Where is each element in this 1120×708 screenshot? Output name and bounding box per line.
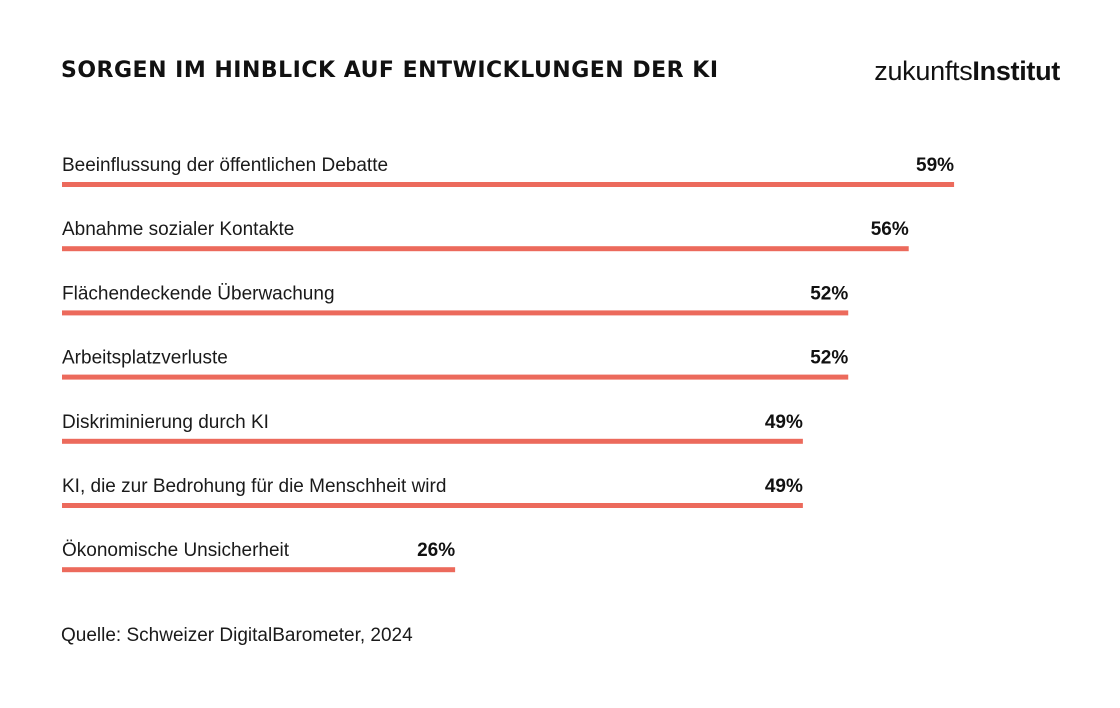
logo-light-text: zukunfts [874,56,973,86]
bar-0 [62,182,955,187]
value-label-4: 49% [765,412,803,433]
bar-1 [62,246,909,252]
bar-6 [62,567,456,573]
value-label-2: 52% [810,283,848,304]
source-note: Quelle: Schweizer DigitalBarometer, 2024 [61,625,413,646]
value-label-1: 56% [871,219,909,240]
category-label-4: Diskriminierung durch KI [62,412,269,433]
logo-bold-text: Institut [972,56,1060,86]
category-label-0: Beeinflussung der öffentlichen Debatte [62,155,388,176]
category-label-1: Abnahme sozialer Kontakte [62,219,294,240]
value-label-5: 49% [765,476,803,497]
chart-title: SORGEN IM HINBLICK AUF ENTWICKLUNGEN DER… [61,58,719,83]
category-label-2: Flächendeckende Überwachung [62,283,335,304]
category-label-6: Ökonomische Unsicherheit [62,540,290,561]
value-label-0: 59% [916,155,954,176]
value-label-6: 26% [417,540,455,561]
bar-2 [62,310,849,316]
category-label-5: KI, die zur Bedrohung für die Menschheit… [62,476,446,497]
category-label-3: Arbeitsplatzverluste [62,348,228,369]
bar-4 [62,438,803,444]
bar-3 [62,374,849,380]
zukunftsinstitut-logo: zukunftsInstitut [874,56,1060,87]
bar-5 [62,503,803,508]
value-label-3: 52% [810,348,848,369]
